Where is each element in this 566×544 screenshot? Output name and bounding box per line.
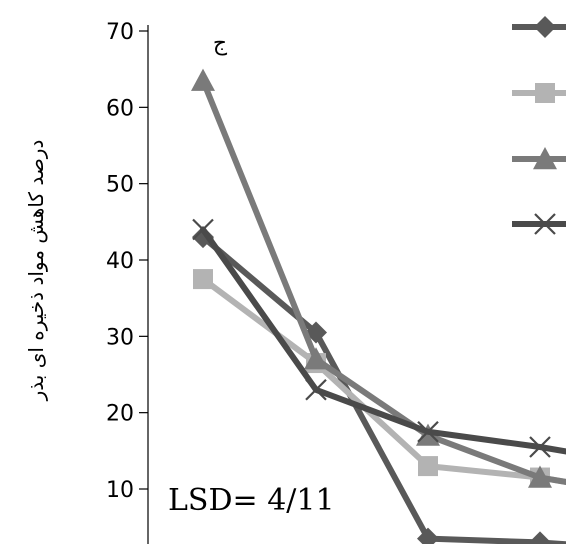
- series-layer: [191, 68, 566, 544]
- series-square: [193, 269, 566, 488]
- legend-layer: [512, 16, 566, 235]
- x-marker-stroke: [305, 378, 327, 401]
- legend-marker: [534, 213, 556, 235]
- data-point: [417, 420, 439, 443]
- series-line: [200, 226, 566, 455]
- x-marker-stroke: [192, 218, 214, 241]
- x-marker-stroke: [534, 213, 556, 235]
- data-point: [192, 226, 214, 249]
- y-tick-label: 10: [106, 478, 134, 503]
- y-tick-label: 60: [106, 96, 134, 121]
- data-point: [191, 68, 215, 91]
- data-point: [192, 218, 214, 241]
- y-tick-label: 40: [106, 249, 134, 274]
- series-line: [200, 77, 566, 486]
- y-tick-label: 70: [106, 20, 134, 45]
- data-point: [418, 456, 438, 477]
- y-axis-label: درصد کاهش مواد ذخیره ای بذر: [24, 140, 48, 402]
- legend-marker: [534, 16, 556, 38]
- lsd-annotation: LSD= 4/11: [168, 483, 335, 518]
- legend-marker: [535, 83, 555, 103]
- legend-entry-square: [512, 83, 566, 103]
- panel-label: ج: [213, 31, 228, 56]
- x-marker-stroke: [417, 420, 439, 443]
- legend-entry-x: [512, 213, 566, 235]
- data-point: [193, 269, 213, 290]
- series-triangle: [191, 68, 566, 488]
- x-marker-stroke: [529, 436, 551, 458]
- y-tick-label: 50: [106, 173, 134, 198]
- legend-entry-triangle: [512, 147, 566, 170]
- data-point: [305, 378, 327, 401]
- series-x: [192, 218, 566, 458]
- y-tick-label: 30: [106, 325, 134, 350]
- data-point: [529, 531, 551, 544]
- series-diamond: [192, 226, 566, 544]
- y-tick-label: 20: [106, 402, 134, 427]
- data-point: [529, 436, 551, 458]
- data-point: [417, 527, 439, 544]
- axis-layer: 10 20 30 40 50 60 70: [106, 20, 149, 544]
- legend-entry-diamond: [512, 16, 566, 38]
- data-point: [528, 465, 552, 488]
- legend-marker: [533, 147, 557, 170]
- data-point: [304, 347, 328, 370]
